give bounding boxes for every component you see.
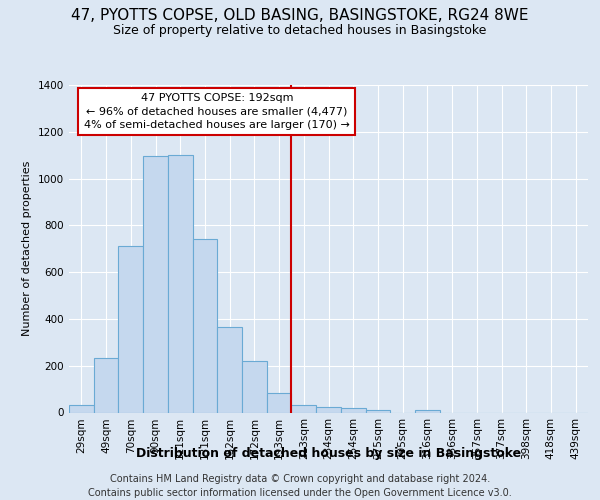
Bar (217, 327, 242, 412)
Bar (69, 406, 94, 412)
Bar (292, 406, 316, 412)
Text: Contains public sector information licensed under the Open Government Licence v3: Contains public sector information licen… (88, 488, 512, 498)
Bar (267, 392, 292, 412)
Bar (341, 408, 365, 412)
Text: Distribution of detached houses by size in Basingstoke: Distribution of detached houses by size … (136, 448, 521, 460)
Bar (415, 410, 440, 412)
Text: 47 PYOTTS COPSE: 192sqm
← 96% of detached houses are smaller (4,477)
4% of semi-: 47 PYOTTS COPSE: 192sqm ← 96% of detache… (84, 93, 350, 130)
Bar (168, 155, 193, 412)
Bar (365, 410, 390, 412)
Y-axis label: Number of detached properties: Number of detached properties (22, 161, 32, 336)
Text: Size of property relative to detached houses in Basingstoke: Size of property relative to detached ho… (113, 24, 487, 37)
Bar (143, 156, 168, 412)
Bar (193, 240, 217, 412)
Text: 47, PYOTTS COPSE, OLD BASING, BASINGSTOKE, RG24 8WE: 47, PYOTTS COPSE, OLD BASING, BASINGSTOK… (71, 8, 529, 22)
Bar (242, 361, 267, 412)
Bar (118, 246, 143, 412)
Bar (316, 408, 341, 412)
Text: Contains HM Land Registry data © Crown copyright and database right 2024.: Contains HM Land Registry data © Crown c… (110, 474, 490, 484)
Bar (94, 358, 118, 412)
